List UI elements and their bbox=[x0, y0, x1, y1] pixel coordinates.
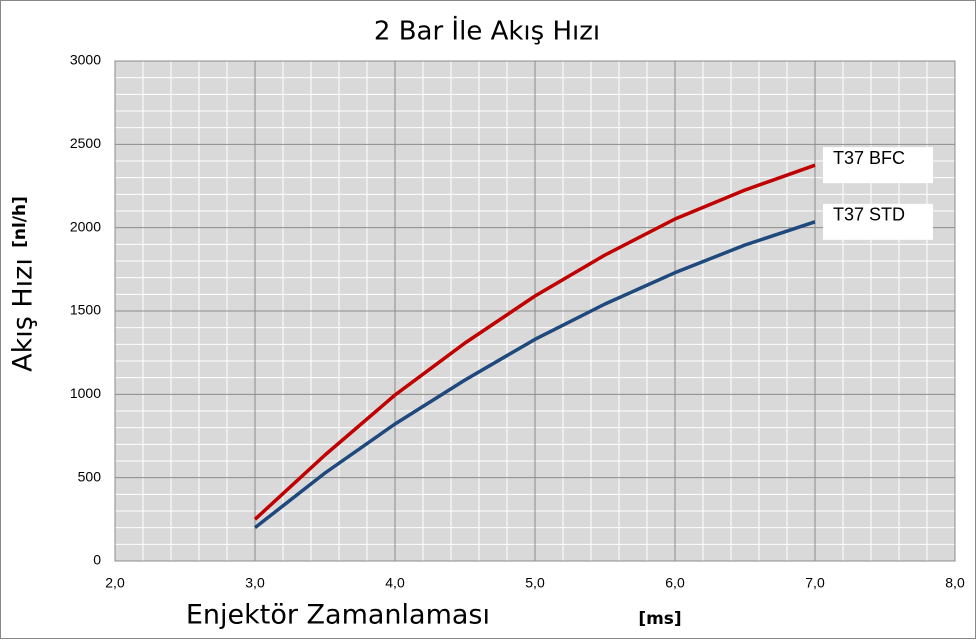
x-tick-label: 8,0 bbox=[945, 575, 965, 591]
x-axis-label: Enjektör Zamanlaması bbox=[186, 600, 490, 631]
series-line bbox=[253, 163, 816, 521]
plot-border bbox=[114, 60, 956, 562]
y-tick-label: 500 bbox=[78, 468, 102, 484]
x-tick-label: 6,0 bbox=[665, 575, 685, 591]
x-tick-label: 5,0 bbox=[525, 575, 545, 591]
y-tick-label: 2500 bbox=[70, 135, 101, 151]
y-axis-label: Akış Hızı bbox=[8, 258, 39, 372]
x-tick-label: 2,0 bbox=[105, 575, 125, 591]
x-axis-unit: [ms] bbox=[638, 609, 681, 629]
x-tick-label: 4,0 bbox=[385, 575, 405, 591]
series-line bbox=[253, 220, 816, 530]
x-tick-label: 7,0 bbox=[805, 575, 825, 591]
chart-title: 2 Bar İle Akış Hızı bbox=[374, 15, 600, 47]
y-tick-label: 2000 bbox=[70, 218, 101, 234]
y-tick-label: 0 bbox=[93, 552, 101, 568]
series-label: T37 BFC bbox=[833, 148, 905, 168]
y-tick-label: 1500 bbox=[70, 302, 101, 318]
series-label-box bbox=[823, 147, 933, 184]
y-axis-unit: [nl/h] bbox=[10, 196, 30, 248]
series-label-box bbox=[823, 203, 933, 240]
series-label: T37 STD bbox=[833, 205, 905, 225]
y-tick-label: 3000 bbox=[70, 52, 101, 68]
x-tick-label: 3,0 bbox=[245, 575, 265, 591]
y-tick-label: 1000 bbox=[70, 385, 101, 401]
